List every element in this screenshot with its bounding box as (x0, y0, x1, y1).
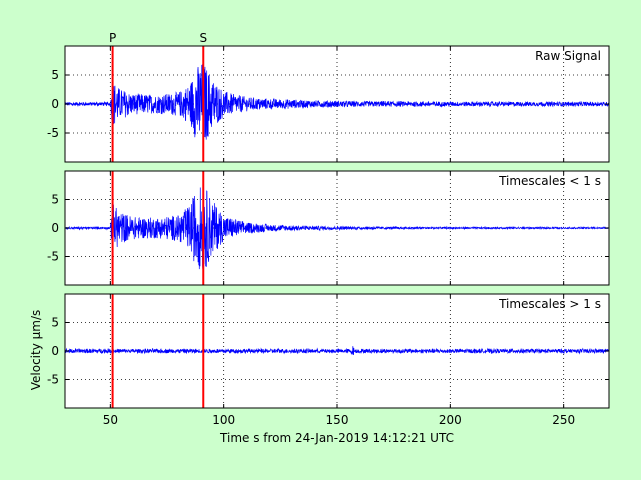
phase-markers (111, 46, 205, 408)
y-tick-label: 5 (51, 316, 59, 330)
panel-1-frame (64, 45, 610, 163)
panel-1-label: Raw Signal (535, 49, 601, 63)
phase-label-s: S (199, 31, 207, 45)
x-tick-label: 250 (552, 413, 575, 427)
signal-trace-panel-1 (64, 64, 610, 140)
x-tick-label: 150 (326, 413, 349, 427)
y-tick-label: 0 (51, 97, 59, 111)
y-tick-label: 0 (51, 221, 59, 235)
panel-2-label: Timescales < 1 s (498, 174, 601, 188)
y-tick-label: 5 (51, 68, 59, 82)
panel-2-frame (64, 170, 610, 286)
y-tick-label: -5 (47, 126, 59, 140)
y-tick-label: -5 (47, 250, 59, 264)
signal-trace-panel-3 (64, 346, 610, 356)
panel-3-frame (64, 293, 610, 409)
y-tick-label: -5 (47, 373, 59, 387)
phase-label-p: P (109, 31, 116, 45)
y-tick-label: 0 (51, 344, 59, 358)
plot-frames (64, 45, 610, 409)
panel-3-label: Timescales > 1 s (498, 297, 601, 311)
y-axis-label: Velocity μm/s (29, 310, 43, 391)
x-tick-label: 200 (439, 413, 462, 427)
y-tick-label: 5 (51, 193, 59, 207)
x-tick-label: 50 (103, 413, 118, 427)
x-axis-label: Time s from 24-Jan-2019 14:12:21 UTC (219, 431, 454, 445)
signal-traces (64, 64, 610, 356)
signal-trace-panel-2 (64, 187, 610, 270)
x-tick-label: 100 (212, 413, 235, 427)
